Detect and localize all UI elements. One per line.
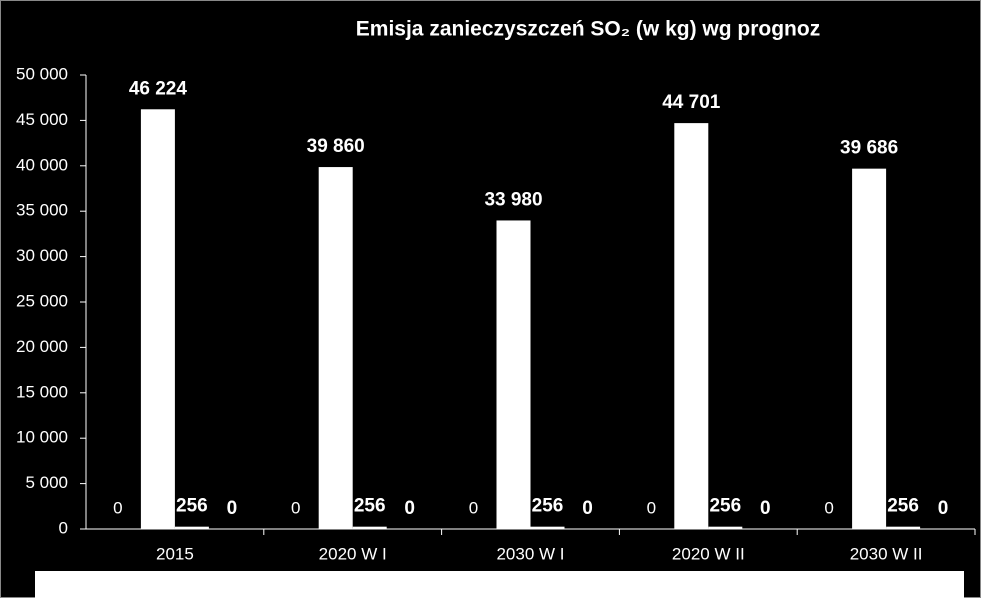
- data-label: 256: [887, 496, 919, 517]
- data-label: 256: [354, 496, 386, 517]
- data-label: 0: [582, 498, 593, 519]
- y-tick-label: 50 000: [16, 64, 68, 83]
- data-label: 39 686: [840, 138, 898, 159]
- bar: [318, 167, 353, 529]
- x-tick-label: 2020 W II: [672, 544, 745, 563]
- y-tick-label: 5 000: [25, 473, 68, 492]
- data-label: 0: [227, 498, 238, 519]
- data-label: 256: [709, 496, 741, 517]
- bar: [886, 526, 921, 529]
- x-tick-label: 2020 W I: [319, 544, 387, 563]
- data-label: 0: [469, 498, 478, 517]
- bar: [140, 109, 175, 530]
- data-label: 44 701: [662, 92, 721, 113]
- x-tick-label: 2015: [156, 544, 194, 563]
- y-tick-label: 35 000: [16, 201, 68, 220]
- bar: [352, 526, 387, 529]
- y-tick-label: 30 000: [16, 246, 68, 265]
- bar: [530, 526, 565, 529]
- data-label: 256: [532, 496, 564, 517]
- y-tick-label: 0: [59, 518, 68, 537]
- y-tick-label: 25 000: [16, 291, 68, 310]
- data-label: 256: [176, 496, 208, 517]
- data-label: 46 224: [129, 78, 188, 99]
- data-label: 0: [824, 498, 833, 517]
- x-tick-label: 2030 W II: [850, 544, 923, 563]
- bar: [674, 123, 709, 529]
- data-label: 0: [647, 498, 656, 517]
- bar: [174, 526, 209, 529]
- data-label: 39 860: [307, 136, 365, 157]
- y-tick-label: 20 000: [16, 337, 68, 356]
- bar: [852, 168, 887, 529]
- bar: [708, 526, 743, 529]
- y-tick-label: 45 000: [16, 110, 68, 129]
- data-label: 0: [938, 498, 949, 519]
- y-tick-label: 40 000: [16, 155, 68, 174]
- data-label: 33 980: [484, 189, 542, 210]
- chart-title: Emisja zanieczyszczeń SO₂ (w kg) wg prog…: [356, 18, 820, 41]
- y-tick-label: 15 000: [16, 382, 68, 401]
- data-label: 0: [404, 498, 415, 519]
- data-label: 0: [760, 498, 771, 519]
- bar: [496, 220, 531, 529]
- data-label: 0: [113, 498, 122, 517]
- data-label: 0: [291, 498, 300, 517]
- y-tick-label: 10 000: [16, 428, 68, 447]
- legend-box: [35, 571, 964, 598]
- x-tick-label: 2030 W I: [496, 544, 564, 563]
